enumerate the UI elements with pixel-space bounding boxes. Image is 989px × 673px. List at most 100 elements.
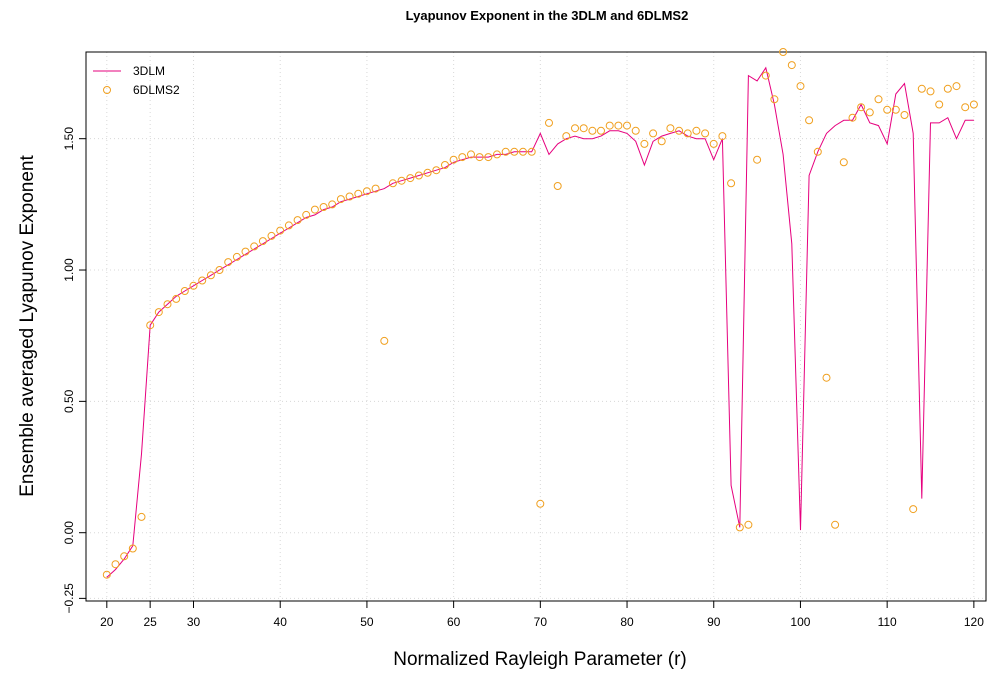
data-point-6dlms2 <box>631 126 640 135</box>
data-point-6dlms2 <box>250 242 259 251</box>
plot-frame <box>85 51 987 602</box>
data-point-6dlms2 <box>701 129 710 138</box>
data-point-6dlms2 <box>510 147 519 156</box>
data-point-6dlms2 <box>441 161 449 169</box>
data-point-6dlms2 <box>969 100 978 109</box>
x-tick-label: 25 <box>143 615 157 629</box>
data-point-6dlms2 <box>224 258 233 267</box>
data-point-6dlms2 <box>198 276 207 285</box>
x-tick-label: 110 <box>878 615 897 629</box>
data-point-6dlms2 <box>640 139 649 148</box>
data-point-6dlms2 <box>146 321 155 330</box>
x-axis-label: Normalized Rayleigh Parameter (r) <box>393 649 687 670</box>
data-point-6dlms2 <box>779 48 788 56</box>
data-point-6dlms2 <box>380 336 389 345</box>
data-point-6dlms2 <box>284 221 293 230</box>
x-tick-label: 100 <box>790 615 810 629</box>
data-point-6dlms2 <box>805 116 814 125</box>
y-tick-label: −0.25 <box>62 583 76 614</box>
data-point-6dlms2 <box>432 166 441 175</box>
data-point-6dlms2 <box>796 82 805 91</box>
data-point-6dlms2 <box>328 200 337 209</box>
data-point-6dlms2 <box>657 137 666 146</box>
data-point-6dlms2 <box>857 103 866 112</box>
data-point-6dlms2 <box>414 171 423 180</box>
data-point-6dlms2 <box>120 552 129 561</box>
chart-title: Lyapunov Exponent in the 3DLM and 6DLMS2 <box>406 8 689 23</box>
x-tick-label: 40 <box>274 615 288 629</box>
data-point-6dlms2 <box>753 155 762 164</box>
data-point-6dlms2 <box>597 126 605 135</box>
data-point-6dlms2 <box>371 184 380 193</box>
data-point-6dlms2 <box>189 281 198 290</box>
data-point-6dlms2 <box>302 210 311 219</box>
y-axis-label: Ensemble averaged Lyapunov Exponent <box>17 155 38 497</box>
data-point-6dlms2 <box>215 266 224 274</box>
y-tick-label: 1.00 <box>62 258 76 282</box>
data-point-6dlms2 <box>961 103 970 112</box>
data-point-6dlms2 <box>397 176 406 185</box>
data-point-6dlms2 <box>336 195 345 204</box>
data-point-6dlms2 <box>813 147 822 156</box>
data-point-6dlms2 <box>449 155 458 164</box>
data-point-6dlms2 <box>102 570 111 579</box>
data-point-6dlms2 <box>926 87 935 96</box>
legend-label-3dlm: 3DLM <box>133 64 165 78</box>
data-point-6dlms2 <box>310 205 319 214</box>
data-point-6dlms2 <box>545 118 553 127</box>
data-point-6dlms2 <box>831 520 840 529</box>
data-point-6dlms2 <box>241 247 250 256</box>
data-point-6dlms2 <box>588 126 597 135</box>
data-point-6dlms2 <box>154 308 163 317</box>
data-point-6dlms2 <box>579 124 588 133</box>
data-point-6dlms2 <box>319 203 328 211</box>
data-point-6dlms2 <box>649 129 658 138</box>
data-point-6dlms2 <box>571 124 579 133</box>
x-tick-label: 60 <box>447 615 461 629</box>
data-point-6dlms2 <box>718 132 727 141</box>
data-point-6dlms2 <box>675 126 684 135</box>
data-point-6dlms2 <box>562 132 571 141</box>
x-axis: 20 25 30 40 50 60 70 80 90 100 110 120 <box>100 600 984 629</box>
y-tick-label: 0.00 <box>62 521 76 545</box>
data-point-6dlms2 <box>484 153 493 162</box>
data-point-6dlms2 <box>709 139 718 148</box>
data-point-6dlms2 <box>623 121 631 130</box>
data-point-6dlms2 <box>935 100 944 109</box>
data-point-6dlms2 <box>458 153 467 162</box>
data-point-6dlms2 <box>388 179 397 188</box>
data-point-6dlms2 <box>276 226 285 235</box>
data-point-6dlms2 <box>536 499 545 508</box>
data-point-6dlms2 <box>137 512 146 521</box>
data-point-6dlms2 <box>909 505 918 514</box>
data-point-6dlms2 <box>501 147 510 156</box>
grid <box>86 52 986 601</box>
data-point-6dlms2 <box>683 129 692 138</box>
data-point-6dlms2 <box>605 121 614 130</box>
data-point-6dlms2 <box>761 71 770 80</box>
data-point-6dlms2 <box>692 126 701 135</box>
data-point-6dlms2 <box>614 121 623 130</box>
data-point-6dlms2 <box>128 544 137 553</box>
data-point-6dlms2 <box>467 150 475 159</box>
legend: 3DLM 6DLMS2 <box>93 64 180 97</box>
x-tick-label: 70 <box>534 615 548 629</box>
data-point-6dlms2 <box>553 182 562 190</box>
data-point-6dlms2 <box>874 95 883 104</box>
x-tick-label: 30 <box>187 615 201 629</box>
data-point-6dlms2 <box>267 231 276 240</box>
data-point-6dlms2 <box>900 111 909 119</box>
data-point-6dlms2 <box>822 373 831 382</box>
legend-point-swatch <box>103 86 111 94</box>
data-point-6dlms2 <box>258 237 267 246</box>
data-point-6dlms2 <box>362 187 371 196</box>
data-point-6dlms2 <box>172 294 181 303</box>
data-point-6dlms2 <box>345 192 354 201</box>
data-point-6dlms2 <box>727 179 736 188</box>
data-point-6dlms2 <box>848 113 857 122</box>
data-point-6dlms2 <box>943 84 952 93</box>
data-point-6dlms2 <box>519 147 527 156</box>
data-point-6dlms2 <box>952 82 961 91</box>
x-tick-label: 20 <box>100 615 114 629</box>
